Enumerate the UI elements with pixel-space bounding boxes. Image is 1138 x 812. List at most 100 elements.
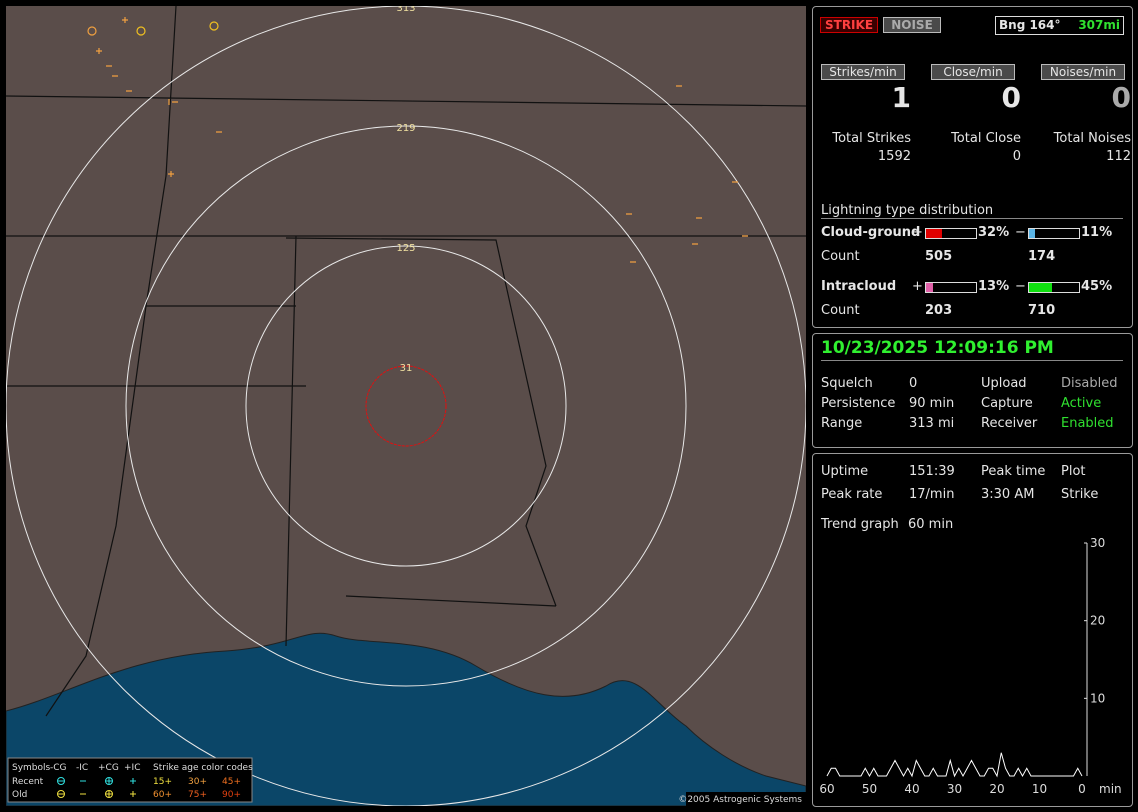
range-label: 313 — [396, 6, 415, 14]
strike-symbols — [87, 17, 748, 263]
status-cell: Capture — [981, 396, 1033, 411]
legend: Symbols -CG -IC +CG +IC Strike age color… — [12, 763, 253, 800]
bar-frame — [925, 228, 977, 239]
legend-title: Symbols — [12, 763, 51, 773]
x-tick-label: 50 — [862, 782, 877, 796]
copyright: ©2005 Astrogenic Systems — [678, 795, 802, 805]
trend-label: Trend graph — [821, 517, 899, 532]
legend-col: -IC — [76, 763, 88, 773]
copyright-box — [686, 792, 806, 806]
bar-frame — [925, 282, 977, 293]
total-value: 1592 — [877, 149, 911, 164]
stats-cell: Peak time — [981, 464, 1046, 479]
legend-age: 75+ — [188, 790, 207, 800]
strike-button[interactable]: STRIKE — [820, 17, 878, 33]
count-label: Count — [821, 303, 860, 318]
stats-cell: Plot — [1061, 464, 1086, 479]
percent: 13% — [978, 279, 1010, 294]
status-cell: Enabled — [1061, 416, 1114, 431]
strike — [209, 21, 219, 31]
strike — [136, 26, 146, 36]
bearing: Bng 164° — [999, 18, 1061, 32]
strike — [87, 26, 97, 36]
status-cell: Active — [1061, 396, 1102, 411]
x-tick-label: 30 — [947, 782, 962, 796]
range-labels: 313 219 125 31 — [396, 6, 415, 374]
rate-value: 1 — [891, 81, 911, 114]
count: 505 — [925, 249, 953, 264]
bar — [1029, 229, 1035, 238]
type-name: Cloud-ground — [821, 225, 921, 240]
legend-symbols — [57, 777, 136, 798]
bar-frame — [1028, 282, 1080, 293]
bar — [1029, 283, 1052, 292]
x-tick-label: 40 — [904, 782, 919, 796]
stats-panel: Uptime 151:39 Peak time Plot Peak rate 17/min… — [812, 453, 1133, 807]
status-cell: Upload — [981, 376, 1027, 391]
legend-col: -CG — [50, 763, 67, 773]
total-label: Total Close — [951, 131, 1021, 146]
sign: − — [1015, 279, 1026, 294]
ring — [245, 245, 567, 567]
stats-cell: Uptime — [821, 464, 869, 479]
range-label: 125 — [396, 243, 415, 254]
rate-value: 0 — [1001, 81, 1021, 114]
rate-button[interactable]: Close/min — [931, 64, 1015, 80]
stats-cell: 151:39 — [909, 464, 955, 479]
total-value: 112 — [1106, 149, 1131, 164]
status-cell: Squelch — [821, 376, 873, 391]
count: 203 — [925, 303, 953, 318]
rate-button[interactable]: Noises/min — [1041, 64, 1125, 80]
bar — [926, 283, 933, 292]
trend-value: 60 min — [908, 517, 954, 532]
count-label: Count — [821, 249, 860, 264]
y-tick-label: 20 — [1090, 614, 1105, 628]
status-panel: 10/23/2025 12:09:16 PM Squelch 0 Upload Dis… — [812, 333, 1133, 448]
legend-age: 90+ — [222, 790, 241, 800]
legend-col: +CG — [98, 763, 119, 773]
status-cell: Disabled — [1061, 376, 1118, 391]
status-cell: 313 mi — [909, 416, 955, 431]
legend-row: Recent — [12, 777, 44, 787]
legend-age: 15+ — [153, 777, 172, 787]
legend-box — [7, 757, 253, 803]
state-borders — [6, 6, 806, 717]
datetime: 10/23/2025 12:09:16 PM — [821, 338, 1123, 361]
count: 174 — [1028, 249, 1056, 264]
legend-col: +IC — [124, 763, 140, 773]
stats-cell: 3:30 AM — [981, 487, 1035, 502]
map: 313 219 125 31 Symbols -CG -IC +CG +IC S… — [6, 6, 806, 806]
sign: − — [1015, 225, 1026, 240]
range-label: 31 — [400, 363, 413, 374]
x-axis-label: min — [1099, 782, 1122, 796]
legend-age: 60+ — [153, 790, 172, 800]
bearing-box: Bng 164° 307mi — [995, 16, 1124, 35]
stats-cell: 17/min — [909, 487, 955, 502]
range-rings — [6, 6, 806, 806]
noise-button[interactable]: NOISE — [883, 17, 941, 33]
ring — [125, 125, 687, 687]
trend-line — [826, 752, 1083, 778]
distance: 307mi — [1078, 18, 1120, 32]
trend-graph: 10 20 30 60 50 40 30 20 10 0 min — [819, 536, 1122, 796]
sign: + — [912, 225, 923, 240]
total-label: Total Noises — [1053, 131, 1131, 146]
status-cell: Receiver — [981, 416, 1038, 431]
y-tick-label: 30 — [1090, 536, 1105, 550]
y-tick-label: 10 — [1090, 691, 1105, 705]
legend-age: 45+ — [222, 777, 241, 787]
percent: 11% — [1081, 225, 1113, 240]
legend-age-title: Strike age color codes — [153, 763, 253, 773]
bar — [926, 229, 942, 238]
rate-button[interactable]: Strikes/min — [821, 64, 905, 80]
status-cell: Persistence — [821, 396, 896, 411]
status-cell: 0 — [909, 376, 918, 391]
x-tick-label: 60 — [819, 782, 834, 796]
stats-cell: Strike — [1061, 487, 1099, 502]
x-tick-label: 0 — [1078, 782, 1086, 796]
total-label: Total Strikes — [832, 131, 911, 146]
type-name: Intracloud — [821, 279, 897, 294]
count: 710 — [1028, 303, 1056, 318]
